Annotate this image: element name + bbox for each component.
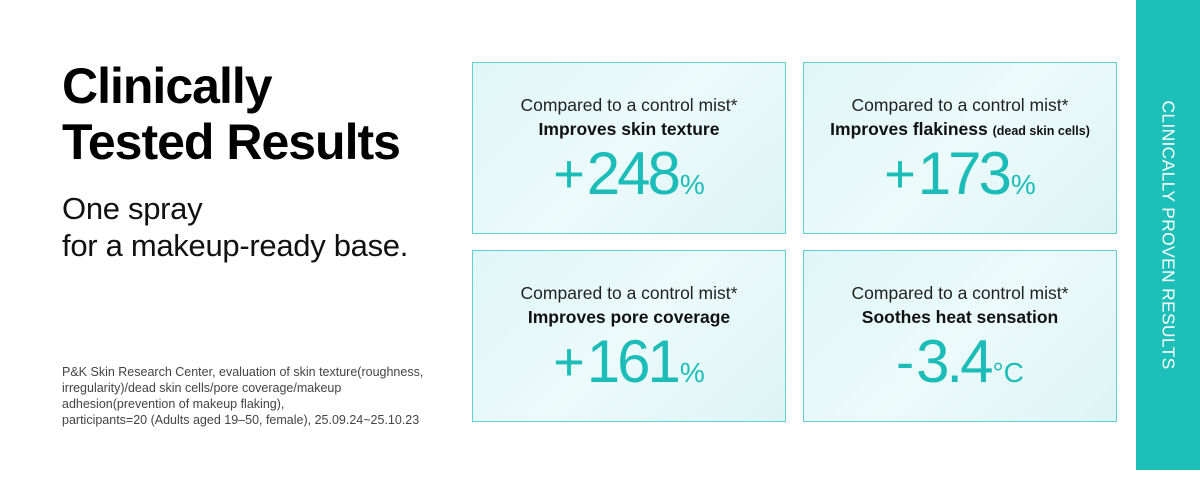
value-sign: + <box>553 332 585 392</box>
footnote-line-4: participants=20 (Adults aged 19–50, fema… <box>62 413 420 427</box>
metric-note: (dead skin cells) <box>992 124 1090 138</box>
footnote-line-3: adhesion(prevention of makeup flaking), <box>62 397 285 411</box>
metric-label: Improves skin texture <box>473 118 785 140</box>
metric-name: Improves flakiness <box>830 119 988 139</box>
result-value: +248% <box>473 139 785 225</box>
title-line-1: Clinically <box>62 58 273 114</box>
page-subtitle: One spray for a makeup-ready base. <box>62 190 408 264</box>
side-banner-label: CLINICALLY PROVEN RESULTS <box>1158 100 1179 370</box>
metric-label: Improves pore coverage <box>473 306 785 328</box>
metric-name: Soothes heat sensation <box>861 307 1059 327</box>
comparison-label: Compared to a control mist* <box>520 283 738 303</box>
intro-panel: Clinically Tested Results One spray for … <box>62 0 462 492</box>
value-unit: % <box>1010 169 1036 200</box>
side-banner: CLINICALLY PROVEN RESULTS <box>1136 0 1200 470</box>
value-number: 3.4 <box>916 328 993 395</box>
metric-label: Improves flakiness (dead skin cells) <box>804 118 1116 142</box>
comparison-label: Compared to a control mist* <box>520 95 738 115</box>
metric-name: Improves skin texture <box>538 119 720 139</box>
result-value: -3.4°C <box>804 327 1116 413</box>
value-unit: °C <box>992 357 1024 388</box>
value-number: 248 <box>586 140 681 207</box>
comparison-label: Compared to a control mist* <box>851 95 1069 115</box>
footnote-line-2: irregularity)/dead skin cells/pore cover… <box>62 381 342 395</box>
value-sign: - <box>896 332 915 392</box>
value-sign: + <box>553 144 585 204</box>
value-sign: + <box>884 144 916 204</box>
value-number: 173 <box>917 140 1012 207</box>
comparison-label: Compared to a control mist* <box>851 283 1069 303</box>
metric-name: Improves pore coverage <box>527 307 731 327</box>
result-card-flakiness: Compared to a control mist* Improves fla… <box>803 62 1117 234</box>
value-unit: % <box>679 169 705 200</box>
result-card-skin-texture: Compared to a control mist* Improves ski… <box>472 62 786 234</box>
result-value: +173% <box>804 139 1116 225</box>
result-card-pore-coverage: Compared to a control mist* Improves por… <box>472 250 786 422</box>
study-footnote: P&K Skin Research Center, evaluation of … <box>62 364 452 428</box>
value-number: 161 <box>586 328 681 395</box>
subtitle-line-1: One spray <box>62 191 203 226</box>
result-value: +161% <box>473 327 785 413</box>
title-line-2: Tested Results <box>62 114 401 170</box>
page-title: Clinically Tested Results <box>62 58 401 170</box>
value-unit: % <box>679 357 705 388</box>
subtitle-line-2: for a makeup-ready base. <box>62 228 409 263</box>
metric-label: Soothes heat sensation <box>804 306 1116 328</box>
result-card-heat-sensation: Compared to a control mist* Soothes heat… <box>803 250 1117 422</box>
footnote-line-1: P&K Skin Research Center, evaluation of … <box>62 365 424 379</box>
